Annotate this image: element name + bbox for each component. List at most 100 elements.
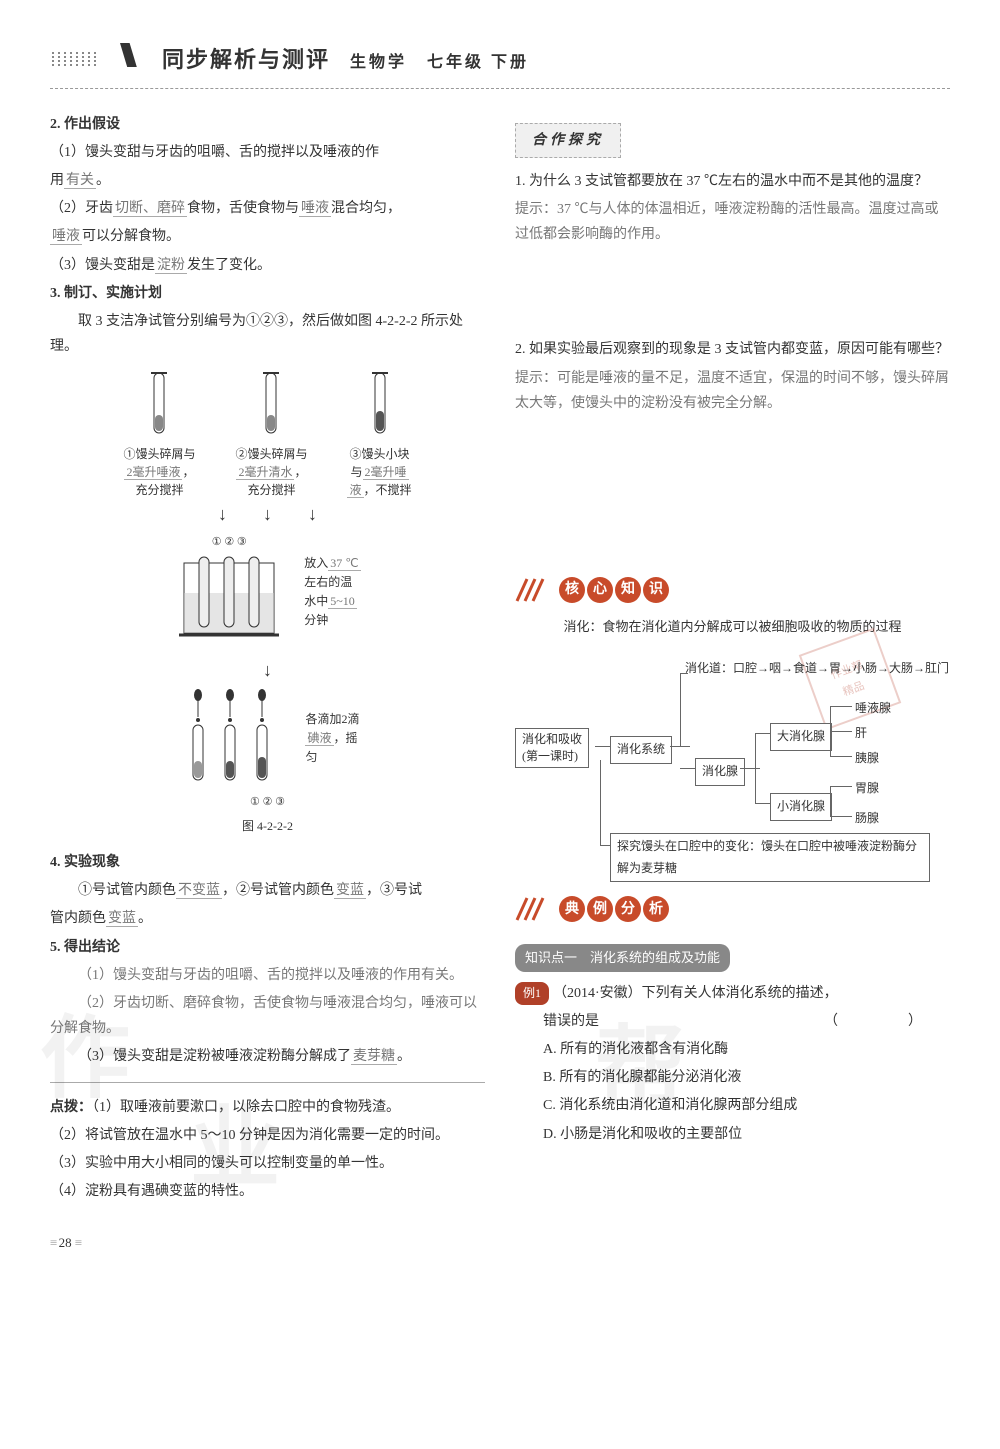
watermark-icon: 业 <box>190 1069 280 1231</box>
s3-p1: 取 3 支洁净试管分别编号为①②③，然后做如图 4-2-2-2 所示处理。 <box>50 309 485 359</box>
fill-answer: 有关 <box>64 173 96 189</box>
text: ，摇 <box>334 731 358 745</box>
tube-label: 充分搅拌 <box>235 481 307 499</box>
text: 管内颜色 <box>50 911 106 926</box>
tube-label: ①馒头碎屑与 <box>123 445 195 463</box>
text: 不搅拌 <box>376 483 412 497</box>
text: 放入 <box>304 556 328 570</box>
fill-answer: 37 ℃ <box>328 556 360 571</box>
mm-tj: 探究馒头在口腔中的变化：馒头在口腔中被唾液淀粉酶分解为麦芽糖 <box>610 833 930 882</box>
section-4-title: 4. 实验现象 <box>50 850 485 875</box>
text: 匀 <box>305 748 359 767</box>
fill-answer: 唾液 <box>50 229 82 245</box>
text: （2）牙齿 <box>50 201 113 216</box>
text: 各滴加2滴 <box>305 710 359 729</box>
banner-bubbles: 典 例 分 析 <box>559 896 669 922</box>
q2-answer: 提示：可能是唾液的量不足，温度不适宜，保温的时间不够，馒头碎屑太大等，使馒头中的… <box>515 366 950 416</box>
fill-answer: 2毫升唾液 <box>124 465 182 480</box>
drops-text: 各滴加2滴 碘液，摇 匀 <box>305 710 359 768</box>
arrow-down-icon: ↓ ↓ ↓ <box>50 505 485 523</box>
text: 发生了变化。 <box>187 258 271 273</box>
page-number: 28 <box>59 1235 72 1250</box>
example-source: （2014·安徽）下列有关人体消化系统的描述， <box>553 986 838 1001</box>
fill-answer: 5~10 <box>328 594 357 609</box>
tube-label: ③馒头小块 <box>347 445 411 463</box>
options: A. 所有的消化液都含有消化酶 B. 所有的消化腺都能分泌消化液 C. 消化系统… <box>515 1037 950 1147</box>
tip-2: （2）将试管放在温水中 5～10 分钟是因为消化需要一定的时间。 <box>50 1123 485 1148</box>
tubes-row: ①馒头碎屑与 2毫升唾液， 充分搅拌 ②馒头碎屑与 2毫升清水， 充分搅拌 <box>50 371 485 499</box>
example-question: 错误的是 （ ） <box>515 1009 950 1034</box>
tube-label: 充分搅拌 <box>123 481 195 499</box>
beaker-text: 放入37 ℃ 左右的温 水中5~10 分钟 <box>304 554 361 631</box>
banner-bubbles: 核 心 知 识 <box>559 577 669 603</box>
tube-2: ②馒头碎屑与 2毫升清水， 充分搅拌 <box>235 371 307 499</box>
text: 水中 <box>304 594 328 608</box>
footer-lines-icon: ≡ <box>50 1231 55 1254</box>
bubble-char: 典 <box>559 896 585 922</box>
option-c: C. 消化系统由消化道和消化腺两部分组成 <box>515 1093 950 1118</box>
mindmap-title: 消化：食物在消化道内分解成可以被细胞吸收的物质的过程 <box>515 615 950 638</box>
mm-leaf: 肠腺 <box>855 808 879 830</box>
s2-p2d: 唾液可以分解食物。 <box>50 224 485 249</box>
dropper-tubes-icon <box>175 689 285 789</box>
s2-p2: （2）牙齿切断、磨碎食物，舌使食物与唾液混合均匀， <box>50 196 485 221</box>
fill-answer: 切断、磨碎 <box>113 201 187 217</box>
text: 用 <box>50 173 64 188</box>
page-footer: ≡ 28 ≡ <box>50 1231 950 1254</box>
header-subject: 生物学 <box>350 49 407 78</box>
s4-p1: ①号试管内颜色不变蓝，②号试管内颜色变蓝，③号试 <box>50 878 485 903</box>
option-a: A. 所有的消化液都含有消化酶 <box>515 1037 950 1062</box>
q1-title: 1. 为什么 3 支试管都要放在 37 ℃左右的温水中而不是其他的温度？ <box>515 169 950 194</box>
text: ，③号试 <box>366 883 422 898</box>
content-columns: 作 业 2. 作出假设 （1）馒头变甜与牙齿的咀嚼、舌的搅拌以及唾液的作 用有关… <box>50 109 950 1208</box>
header-grade: 七年级 下册 <box>427 49 529 78</box>
text: 可以分解食物。 <box>82 229 180 244</box>
fill-answer: 2毫升唾 <box>363 465 409 480</box>
mm-xxhx: 小消化腺 <box>770 793 832 821</box>
arrow-down-icon: ↓ <box>50 661 485 679</box>
mm-root: 消化和吸收(第一课时) <box>515 728 589 768</box>
text: 分钟 <box>304 611 361 630</box>
s5-p2: （2）牙齿切断、磨碎食物，舌使食物与唾液混合均匀，唾液可以分解食物。 <box>50 991 485 1041</box>
bubble-char: 分 <box>615 896 641 922</box>
header-title: 同步解析与测评 <box>162 40 330 80</box>
tube-nums: ① ② ③ <box>50 793 485 813</box>
answer-paren: （ ） <box>824 1009 950 1034</box>
s2-p1b: 用有关。 <box>50 168 485 193</box>
banner-slash-icon <box>515 894 555 924</box>
fill-answer: 碘液 <box>305 731 333 746</box>
tips: 点拨：（1）取唾液前要漱口，以除去口腔中的食物残渣。 <box>50 1095 485 1120</box>
bubble-char: 心 <box>587 577 613 603</box>
mm-leaf: 胃腺 <box>855 778 879 800</box>
fill-answer: 变蓝 <box>106 911 138 927</box>
mm-xhd: 消化道：口腔→咽→食道→胃→小肠→大肠→肛门 <box>685 658 945 680</box>
bubble-char: 识 <box>643 577 669 603</box>
tube-3: ③馒头小块 与2毫升唾 液，不搅拌 <box>347 371 411 499</box>
knowledge-point-label: 知识点一 消化系统的组成及功能 <box>515 944 730 971</box>
text: （1）馒头变甜与牙齿的咀嚼、舌的搅拌以及唾液的作 <box>50 145 379 160</box>
text: （3）馒头变甜是淀粉被唾液淀粉酶分解成了 <box>78 1049 351 1064</box>
fill-answer: 麦芽糖 <box>351 1049 397 1065</box>
footer-lines-icon: ≡ <box>75 1231 80 1254</box>
s5-p1: （1）馒头变甜与牙齿的咀嚼、舌的搅拌以及唾液的作用有关。 <box>50 963 485 988</box>
figure-4-2-2-2: ①馒头碎屑与 2毫升唾液， 充分搅拌 ②馒头碎屑与 2毫升清水， 充分搅拌 <box>50 371 485 838</box>
test-tube-icon <box>368 371 392 441</box>
option-d: D. 小肠是消化和吸收的主要部位 <box>515 1122 950 1147</box>
text: 。 <box>397 1049 411 1064</box>
text: 混合均匀， <box>331 201 401 216</box>
s2-p3: （3）馒头变甜是淀粉发生了变化。 <box>50 253 485 278</box>
dl-banner: 典 例 分 析 <box>515 894 950 924</box>
tips-title: 点拨： <box>50 1100 92 1115</box>
figure-caption: 图 4-2-2-2 <box>50 816 485 838</box>
mm-dxhx: 大消化腺 <box>770 723 832 751</box>
banner-slash-icon <box>515 575 555 605</box>
q2-title: 2. 如果实验最后观察到的现象是 3 支试管内都变蓝，原因可能有哪些？ <box>515 337 950 362</box>
fill-answer: 2毫升清水 <box>236 465 294 480</box>
text: 左右的温 <box>304 573 361 592</box>
tip-3: （3）实验中用大小相同的馒头可以控制变量的单一性。 <box>50 1151 485 1176</box>
example-label: 例1 <box>515 982 549 1006</box>
header-logo-icon <box>120 43 144 67</box>
s4-p1d: 管内颜色变蓝。 <box>50 906 485 931</box>
mindmap: 消化和吸收(第一课时) 消化系统 消化道：口腔→咽→食道→胃→小肠→大肠→肛门 … <box>515 648 950 878</box>
bubble-char: 析 <box>643 896 669 922</box>
